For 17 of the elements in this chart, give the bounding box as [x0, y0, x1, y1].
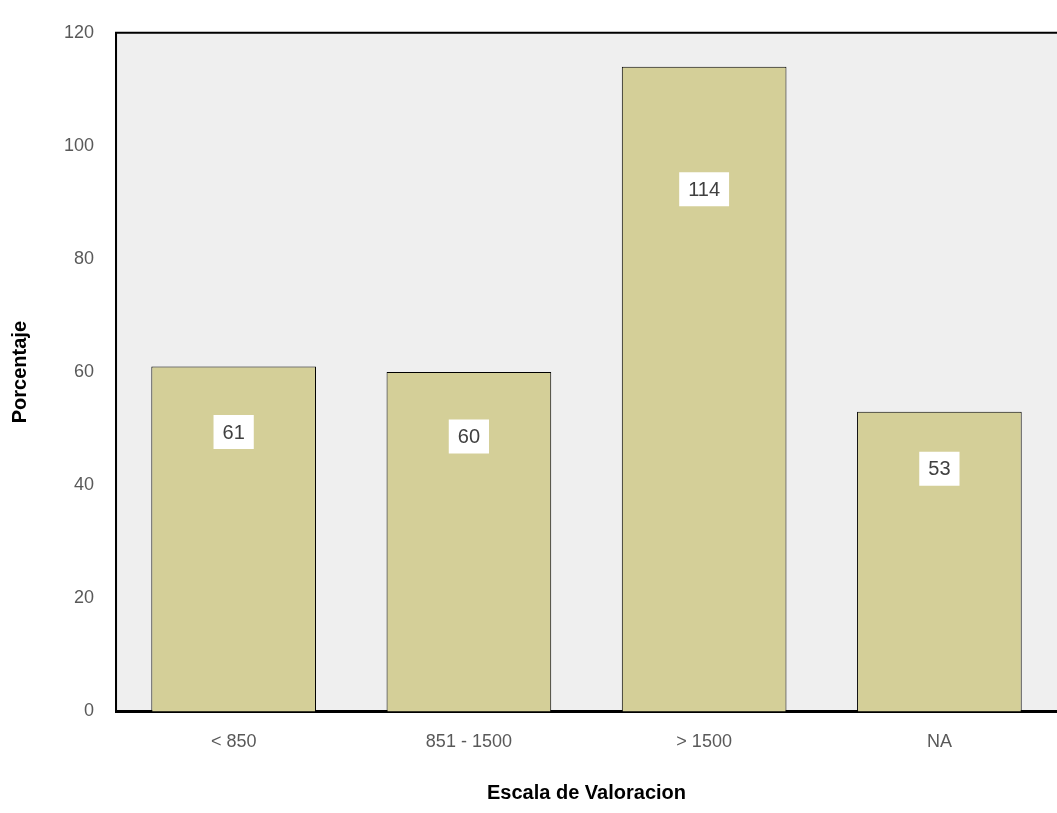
y-tick-label: 80	[74, 247, 95, 268]
x-tick-label: NA	[926, 731, 952, 752]
x-tick-label: 851 - 1500	[425, 731, 512, 752]
y-tick-label: 100	[63, 134, 95, 155]
y-tick-label: 20	[74, 587, 95, 608]
y-tick-label: 60	[74, 361, 95, 382]
y-tick-label: 120	[63, 21, 95, 42]
y-tick-label: 0	[84, 700, 95, 721]
data-label: 53	[928, 457, 951, 480]
data-label: 61	[222, 420, 245, 443]
y-axis-title: Porcentaje	[7, 320, 30, 424]
x-tick-label: < 850	[210, 731, 257, 752]
x-axis-title: Escala de Valoracion	[487, 780, 687, 803]
x-tick-label: > 1500	[676, 731, 732, 752]
y-tick-label: 40	[74, 474, 95, 495]
data-label: 114	[688, 177, 721, 200]
data-label: 60	[457, 425, 481, 448]
